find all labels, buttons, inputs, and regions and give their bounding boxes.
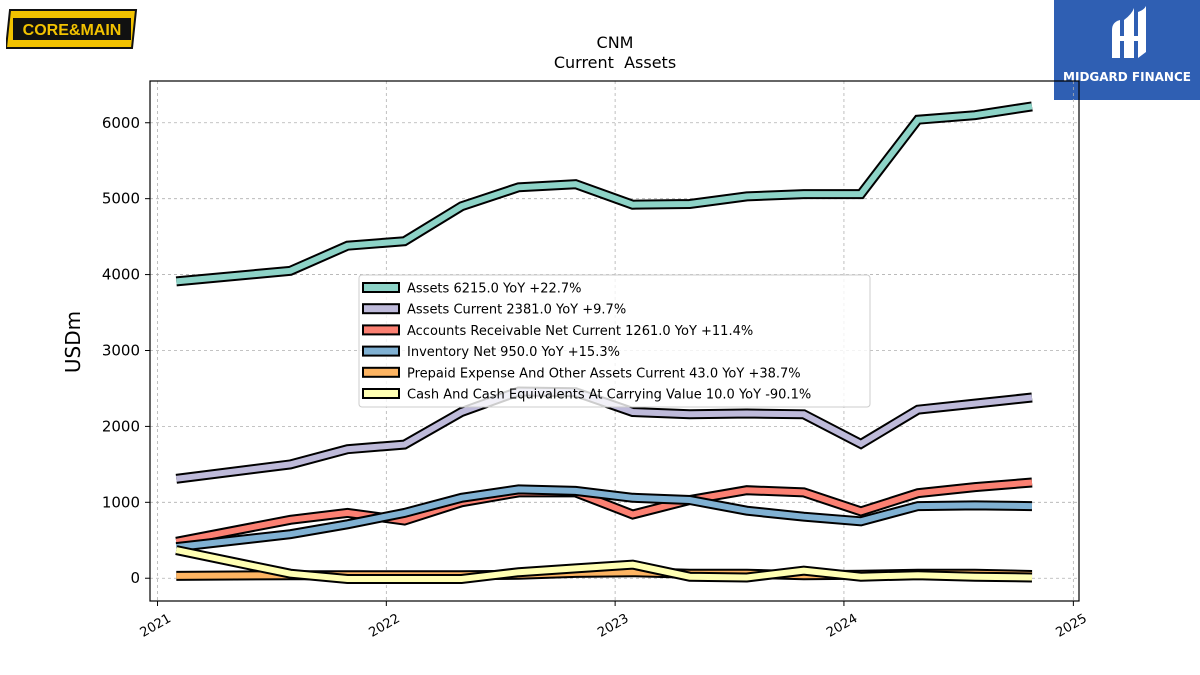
legend-item: Prepaid Expense And Other Assets Current… [362, 366, 801, 381]
legend-label: Assets 6215.0 YoY +22.7% [407, 282, 582, 297]
y-tick-label: 1000 [102, 493, 140, 511]
legend-item: Inventory Net 950.0 YoY +15.3% [362, 345, 620, 360]
legend-label: Prepaid Expense And Other Assets Current… [407, 366, 801, 381]
logo-left-text: CORE&MAIN [23, 22, 122, 39]
y-tick-label: 4000 [102, 266, 140, 284]
y-tick-label: 6000 [102, 114, 140, 132]
x-tick-label: 2023 [595, 611, 631, 641]
legend-swatch [362, 324, 400, 336]
legend-label: Accounts Receivable Net Current 1261.0 Y… [407, 324, 753, 339]
legend: Assets 6215.0 YoY +22.7% Assets Current 2… [358, 274, 871, 408]
legend-label: Inventory Net 950.0 YoY +15.3% [407, 345, 620, 360]
y-tick-label: 5000 [102, 190, 140, 208]
legend-item: Assets 6215.0 YoY +22.7% [362, 282, 582, 297]
series-line [175, 388, 1033, 482]
legend-swatch [362, 303, 400, 315]
y-tick-label: 0 [130, 569, 140, 587]
y-tick-label: 2000 [102, 417, 140, 435]
legend-swatch [362, 282, 400, 293]
x-tick-label: 2021 [138, 611, 174, 641]
series-lines [175, 101, 1033, 584]
legend-swatch [362, 366, 400, 378]
legend-swatch [362, 388, 400, 399]
series-line [175, 547, 1033, 582]
x-tick-label: 2022 [366, 611, 402, 641]
legend-item: Assets Current 2381.0 YoY +9.7% [362, 303, 626, 318]
x-tick-label: 2025 [1054, 611, 1090, 641]
legend-item: Accounts Receivable Net Current 1261.0 Y… [362, 324, 753, 339]
y-axis-label: USDm [61, 311, 85, 373]
plot-frame [149, 80, 1080, 602]
y-tick-label: 3000 [102, 341, 140, 359]
series-line [176, 103, 1033, 285]
series-line [175, 486, 1033, 551]
midgard-finance-logo: MIDGARD FINANCE [1054, 0, 1200, 100]
legend-box [358, 274, 871, 408]
chart-title: CNM [597, 33, 634, 52]
series-assets [175, 101, 1033, 287]
legend-label: Cash And Cash Equivalents At Carrying Va… [407, 388, 811, 403]
series-assets-current [175, 386, 1033, 484]
legend-swatch [362, 345, 400, 357]
legend-label: Assets Current 2381.0 YoY +9.7% [407, 303, 626, 318]
series-cash-and-cash-equivalents-at-carrying-value [175, 545, 1033, 584]
series-inventory-net [175, 484, 1033, 553]
chart-subtitle: Current Assets [554, 53, 676, 72]
logo-right-text: MIDGARD FINANCE [1063, 70, 1191, 84]
legend-item: Cash And Cash Equivalents At Carrying Va… [362, 388, 811, 403]
x-tick-label: 2024 [824, 611, 860, 641]
core-and-main-logo: CORE&MAIN [4, 8, 142, 50]
